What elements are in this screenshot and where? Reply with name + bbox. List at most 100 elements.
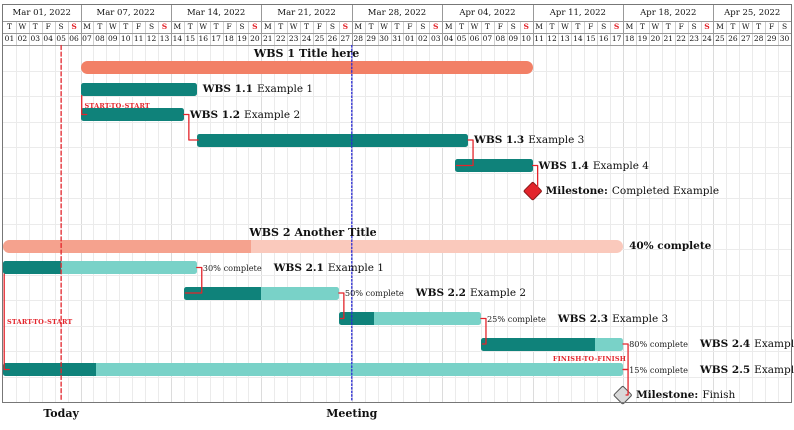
group-title-id: WBS 1 (253, 47, 295, 60)
header-week-separator (170, 5, 172, 45)
day-number-cell: 28 (353, 34, 363, 43)
day-letter-cell: F (316, 22, 323, 31)
header-rule (2, 45, 792, 46)
task-bar (183, 286, 339, 300)
day-letter-cell: S (420, 22, 426, 31)
grid-row-line (3, 376, 791, 378)
task-progress-fill (338, 312, 375, 325)
task-bar (196, 133, 469, 147)
day-letter-cell: M (263, 22, 272, 31)
header-week-separator (80, 5, 82, 45)
milestone-label: Milestone: Completed Example (546, 185, 719, 198)
day-number-cell: 19 (237, 34, 247, 43)
day-letter-cell: S (58, 22, 64, 31)
header-week-separator (261, 5, 263, 45)
day-letter-cell: T (575, 22, 581, 31)
day-letter-cell: F (136, 22, 142, 31)
milestone-label-text: Completed Example (611, 184, 720, 197)
week-header-cell: Mar 07, 2022 (96, 8, 155, 18)
task-name-id: WBS 2.5 (699, 363, 751, 376)
day-number-cell: 10 (521, 34, 531, 43)
day-letter-cell: T (665, 22, 671, 31)
day-letter-cell: W (470, 22, 479, 31)
task-label-row: WBS 1.2 Example 2 (190, 108, 300, 121)
day-number-cell: 27 (740, 34, 751, 43)
group-title-text: Another Title (294, 225, 377, 239)
day-number-cell: 11 (133, 34, 144, 43)
task-name-desc: Example 1 (327, 261, 384, 274)
week-header-cell: Apr 25, 2022 (724, 8, 781, 18)
day-letter-cell: S (781, 22, 788, 31)
day-letter-cell: W (289, 22, 298, 31)
header-week-separator (351, 5, 353, 45)
task-progress-label: 25% complete (486, 313, 546, 324)
header-rule (2, 33, 792, 34)
task-progress-fill (183, 286, 262, 300)
task-name-id: WBS 1.2 (189, 108, 241, 121)
day-letter-cell: S (510, 22, 516, 31)
header-week-separator (532, 5, 534, 45)
day-number-cell: 29 (766, 34, 777, 43)
day-letter-cell: T (97, 22, 103, 31)
task-name-id: WBS 1.1 (202, 83, 253, 95)
day-number-cell: 22 (676, 34, 686, 43)
day-letter-cell: T (459, 22, 465, 31)
day-number-cell: 26 (728, 34, 738, 43)
day-letter-cell: T (639, 22, 645, 31)
task-name: WBS 1.3 Example 3 (474, 134, 584, 146)
header-week-separator (442, 5, 444, 45)
day-number-cell: 09 (508, 34, 519, 43)
day-letter-cell: W (18, 22, 27, 31)
day-number-cell: 09 (108, 34, 118, 43)
grid-row-line (3, 96, 791, 97)
task-name-desc: Example 2 (244, 108, 301, 121)
task-bar (80, 108, 184, 121)
day-letter-cell: W (651, 22, 660, 31)
day-letter-cell: T (32, 22, 38, 31)
day-number-cell: 03 (430, 34, 441, 43)
task-label-row: 15% complete WBS 2.5Example (629, 363, 794, 376)
week-header-cell: Mar 14, 2022 (186, 8, 246, 18)
grid-row-line (3, 198, 791, 199)
grid-row-line (3, 351, 791, 352)
day-number-cell: 08 (95, 34, 105, 43)
task-progress-label: 30% complete (202, 262, 262, 273)
day-letter-cell: W (741, 22, 750, 31)
day-letter-cell: F (497, 22, 503, 31)
day-number-cell: 15 (185, 34, 196, 43)
day-letter-cell: S (704, 22, 710, 31)
day-number-cell: 26 (327, 34, 338, 43)
header-week-separator (713, 5, 715, 45)
day-letter-cell: M (173, 22, 182, 31)
task-bar (480, 337, 624, 351)
day-number-cell: 17 (611, 34, 622, 43)
grid-row-line (3, 300, 791, 301)
day-letter-cell: F (45, 22, 51, 31)
task-bar (3, 363, 624, 376)
day-number-cell: 21 (663, 34, 674, 43)
day-number-cell: 07 (82, 34, 92, 43)
task-name-desc: Example 1 (256, 83, 314, 95)
day-number-cell: 25 (715, 34, 725, 43)
task-name-desc: Example 3 (612, 312, 669, 325)
day-letter-cell: S (239, 22, 245, 31)
milestone-label-prefix: Milestone: (545, 184, 608, 197)
day-number-cell: 23 (689, 34, 699, 43)
task-name: WBS 1.1 Example 1 (203, 83, 313, 95)
group-title-text: Title here (298, 47, 360, 60)
day-letter-cell: S (161, 22, 168, 31)
week-header-cell: Apr 04, 2022 (459, 8, 516, 18)
day-number-cell: 14 (573, 34, 583, 43)
day-number-cell: 18 (224, 34, 234, 43)
day-number-cell: 03 (30, 34, 41, 43)
day-letter-cell: T (123, 22, 129, 31)
task-name-desc: Example 3 (528, 134, 585, 146)
day-number-cell: 18 (624, 34, 635, 43)
task-progress-label: 15% complete (629, 364, 688, 375)
task-name-id: WBS 1.3 (474, 134, 525, 146)
day-number-cell: 15 (585, 34, 596, 43)
day-number-cell: 20 (250, 34, 260, 43)
week-header-cell: Mar 21, 2022 (277, 8, 336, 18)
